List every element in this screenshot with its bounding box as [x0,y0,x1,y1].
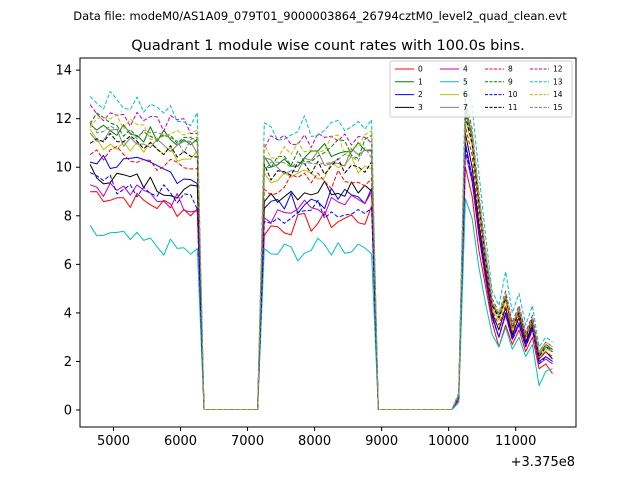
x-tick-label: 10000 [428,434,469,449]
series-line-13 [89,79,553,410]
series-line-14 [89,103,553,410]
series-line-8 [89,125,553,410]
series-line-12 [89,98,553,410]
legend-label-10: 10 [508,90,518,99]
legend-label-1: 1 [418,77,423,86]
figure-suptitle: Data file: modeM0/AS1A09_079T01_90000038… [73,9,567,23]
series-line-10 [89,147,553,410]
y-tick-label: 0 [64,404,72,419]
axes-frame [79,57,577,428]
legend-label-15: 15 [553,103,563,112]
legend-label-6: 6 [463,90,468,99]
x-tick-label: 8000 [298,434,331,449]
y-tick-label: 12 [55,112,72,127]
legend-box [389,60,573,118]
legend-label-7: 7 [463,103,468,112]
series-line-3 [89,132,553,410]
x-tick-label: 5000 [97,434,130,449]
y-tick-label: 6 [64,258,72,273]
y-tick-label: 2 [64,355,72,370]
y-tick-label: 8 [64,209,72,224]
x-tick-label: 11000 [495,434,536,449]
x-tick-label: 9000 [365,434,398,449]
legend-label-0: 0 [418,65,423,74]
y-axis: 0 2 4 6 8 10 12 14 [55,64,80,419]
legend-label-5: 5 [463,77,468,86]
legend-label-13: 13 [553,77,563,86]
series-line-11 [89,115,553,410]
legend-label-8: 8 [508,65,513,74]
x-tick-label: 7000 [231,434,264,449]
legend-label-14: 14 [553,90,563,99]
y-tick-label: 10 [55,161,72,176]
y-tick-label: 4 [64,306,72,321]
series-line-0 [90,166,553,410]
plot-area [89,79,553,410]
legend-label-11: 11 [508,103,518,112]
legend-label-2: 2 [418,90,423,99]
x-axis: 5000 6000 7000 8000 9000 10000 11000 [97,427,536,449]
legend-label-3: 3 [418,103,423,112]
x-axis-offset-label: +3.375e8 [511,455,575,470]
series-line-15 [89,110,553,410]
chart-title: Quadrant 1 module wise count rates with … [131,38,525,54]
series-line-5 [89,198,553,410]
legend-label-12: 12 [553,65,563,74]
legend-label-4: 4 [463,65,468,74]
x-tick-label: 6000 [164,434,197,449]
y-tick-label: 14 [55,64,72,79]
legend-label-9: 9 [508,77,513,86]
series-line-2 [89,142,553,410]
series-line-4 [89,152,553,410]
